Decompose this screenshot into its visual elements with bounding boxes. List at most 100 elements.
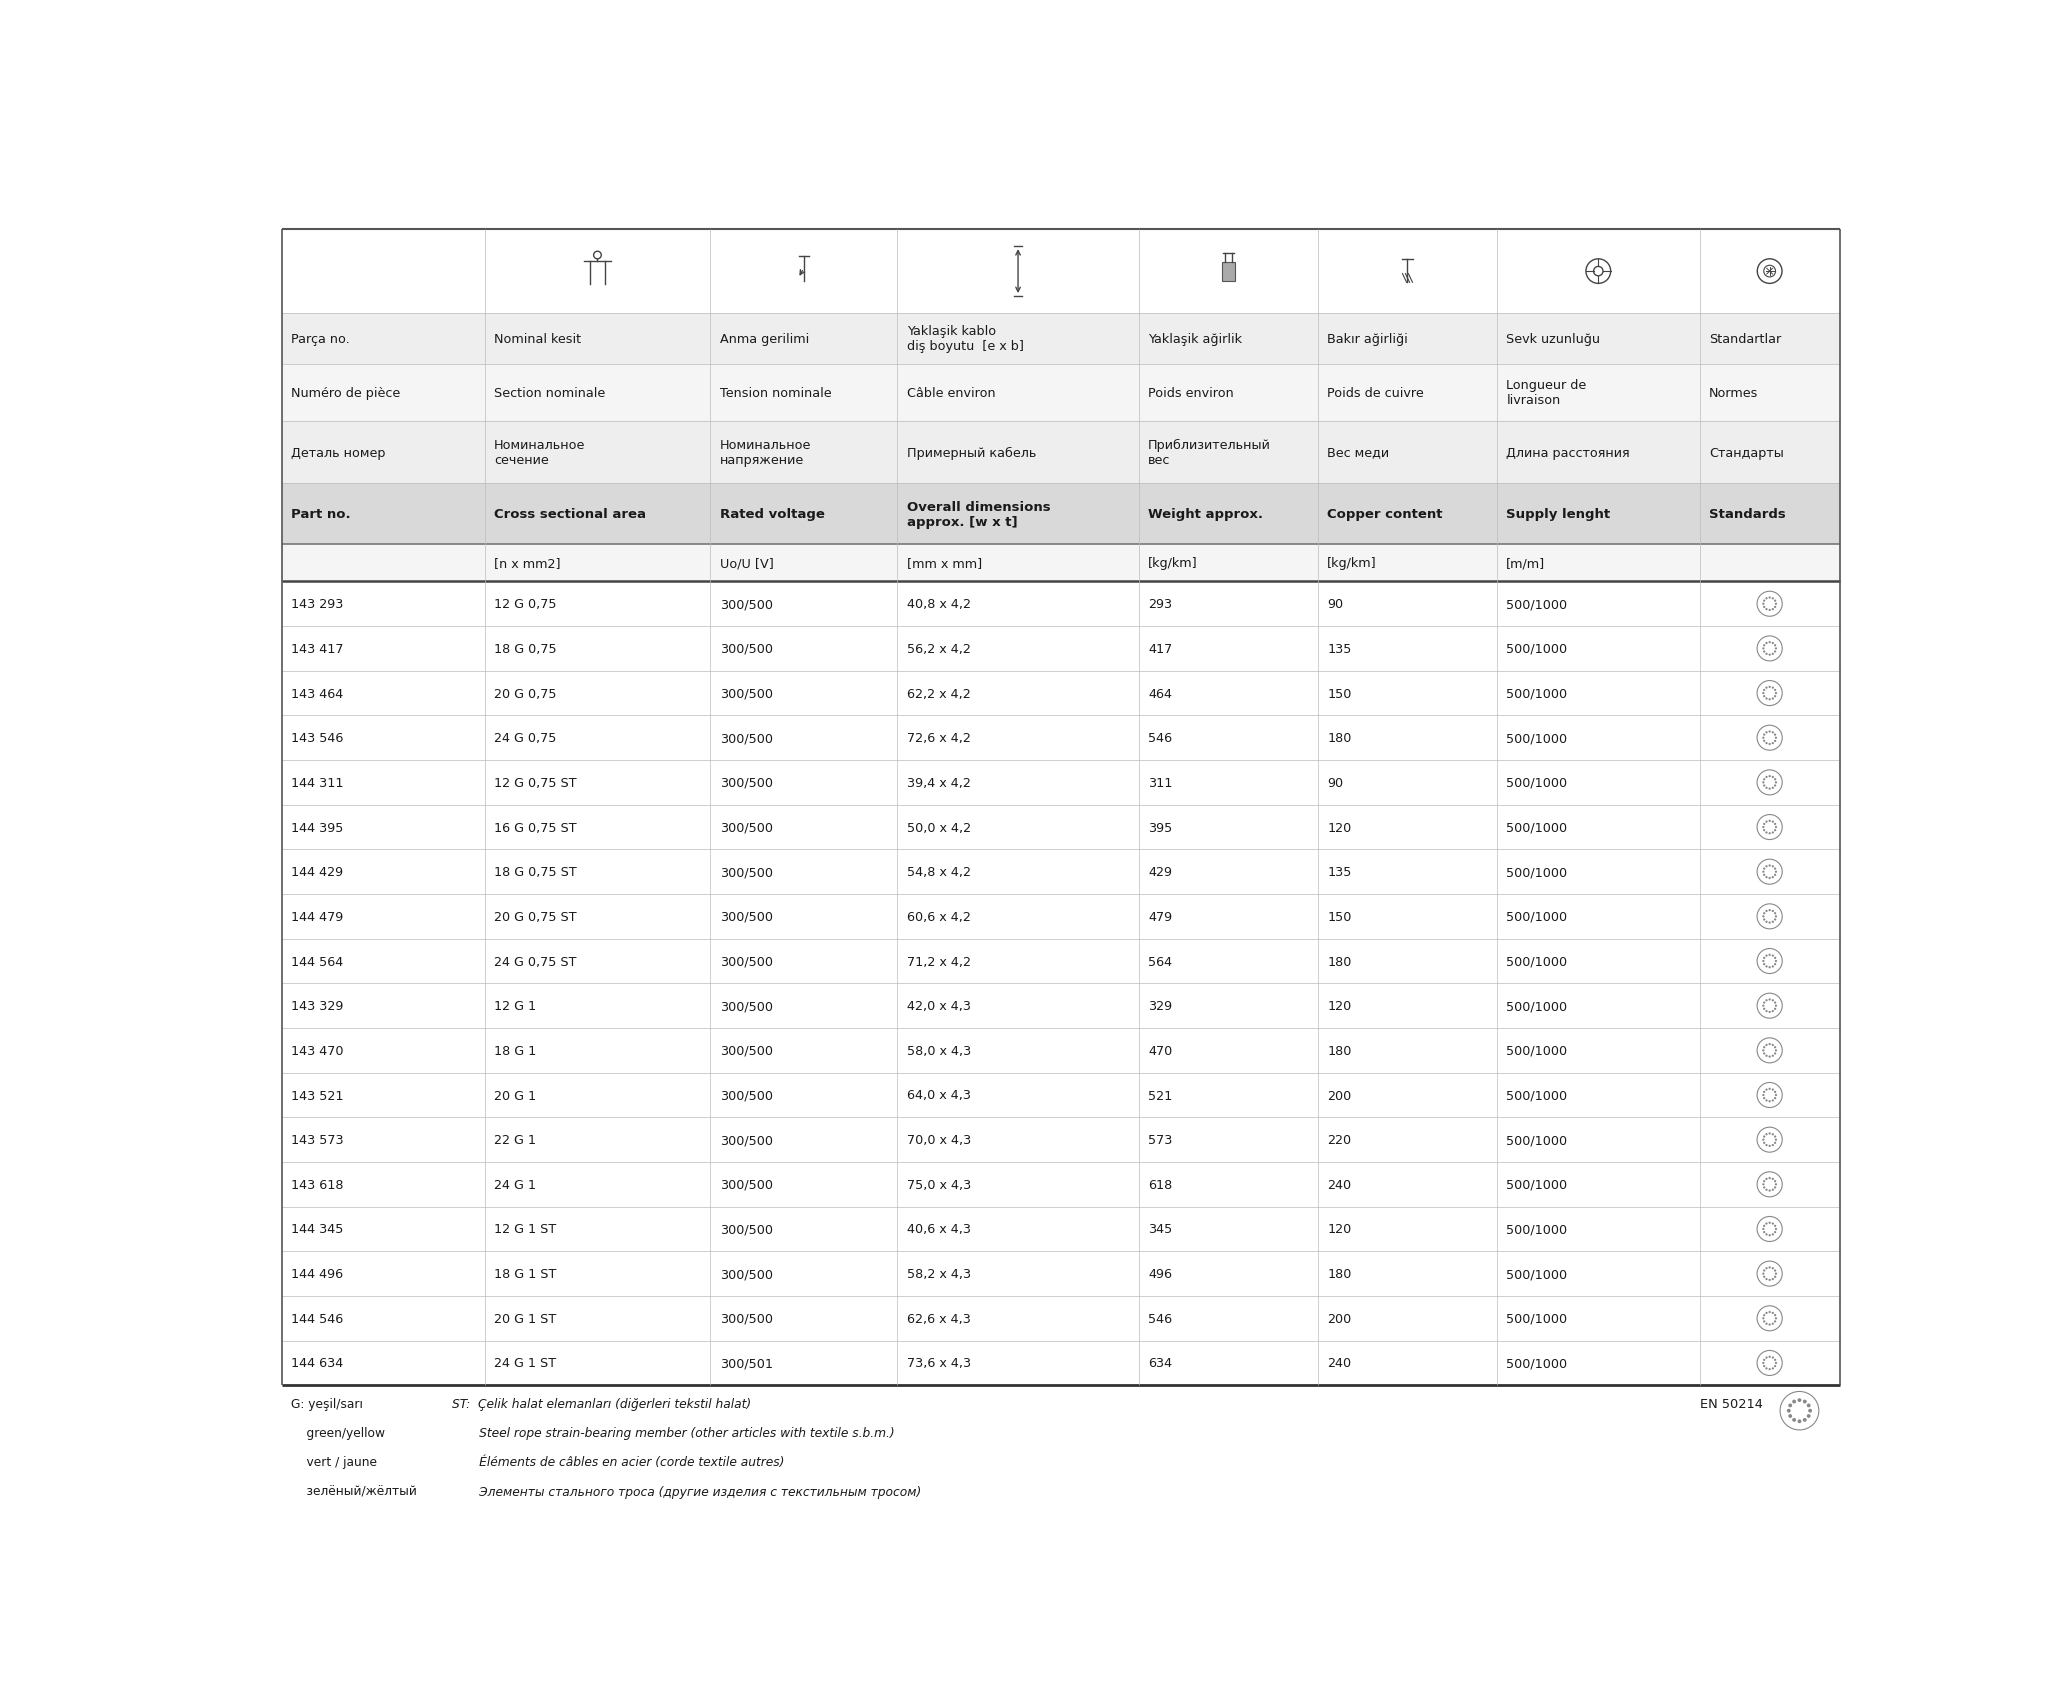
Text: green/yellow: green/yellow: [292, 1426, 385, 1439]
Text: 300/500: 300/500: [720, 1267, 772, 1280]
Bar: [484, 939, 710, 983]
Bar: [1497, 230, 1699, 314]
Circle shape: [1766, 731, 1768, 735]
Bar: [710, 1073, 896, 1118]
Circle shape: [1766, 1223, 1768, 1225]
Circle shape: [1768, 1177, 1770, 1179]
Bar: [1138, 483, 1319, 546]
Circle shape: [1772, 731, 1774, 735]
Text: 143 618: 143 618: [292, 1179, 344, 1191]
Bar: [484, 895, 710, 939]
Circle shape: [1766, 966, 1768, 968]
Bar: [1319, 760, 1497, 806]
Circle shape: [1766, 1044, 1768, 1047]
Bar: [282, 1252, 484, 1295]
Circle shape: [1766, 1089, 1768, 1091]
Text: Вес меди: Вес меди: [1327, 446, 1389, 459]
Circle shape: [1774, 1317, 1776, 1319]
Text: 143 521: 143 521: [292, 1089, 344, 1101]
Circle shape: [1768, 610, 1770, 611]
Text: Poids environ: Poids environ: [1149, 387, 1234, 400]
Circle shape: [1766, 821, 1768, 823]
Text: 293: 293: [1149, 598, 1172, 611]
Bar: [1699, 483, 1840, 546]
Text: 300/500: 300/500: [720, 1179, 772, 1191]
Circle shape: [1766, 654, 1768, 655]
Text: 90: 90: [1327, 777, 1343, 789]
Bar: [1138, 1073, 1319, 1118]
Text: 300/500: 300/500: [720, 687, 772, 701]
Circle shape: [1768, 1324, 1770, 1326]
Circle shape: [1797, 1398, 1801, 1402]
Circle shape: [1774, 1008, 1776, 1010]
Bar: [484, 314, 710, 365]
Text: 143 329: 143 329: [292, 1000, 344, 1013]
Text: 12 G 0,75 ST: 12 G 0,75 ST: [495, 777, 575, 789]
Bar: [1699, 716, 1840, 760]
Bar: [1497, 1252, 1699, 1295]
Bar: [1699, 314, 1840, 365]
Bar: [282, 422, 484, 483]
Circle shape: [1768, 998, 1770, 1002]
Text: [kg/km]: [kg/km]: [1149, 557, 1199, 571]
Text: 300/500: 300/500: [720, 821, 772, 834]
Bar: [1699, 422, 1840, 483]
Text: 496: 496: [1149, 1267, 1172, 1280]
Circle shape: [1774, 1142, 1776, 1143]
Circle shape: [1774, 829, 1776, 831]
Circle shape: [1766, 1279, 1768, 1280]
Text: 345: 345: [1149, 1223, 1172, 1236]
Bar: [1699, 1208, 1840, 1252]
Text: 144 546: 144 546: [292, 1312, 344, 1324]
Text: 300/500: 300/500: [720, 642, 772, 655]
Text: 300/500: 300/500: [720, 1044, 772, 1057]
Text: 135: 135: [1327, 866, 1352, 878]
Text: Overall dimensions
approx. [w x t]: Overall dimensions approx. [w x t]: [907, 500, 1049, 529]
Bar: [1319, 365, 1497, 422]
Bar: [282, 627, 484, 671]
Circle shape: [1772, 1279, 1774, 1280]
Bar: [282, 1295, 484, 1341]
Bar: [1497, 1341, 1699, 1385]
Circle shape: [1803, 1419, 1807, 1422]
Circle shape: [1766, 877, 1768, 878]
Bar: [1699, 850, 1840, 895]
Circle shape: [1762, 1228, 1764, 1230]
Bar: [484, 1118, 710, 1162]
Circle shape: [1766, 687, 1768, 689]
Circle shape: [1774, 650, 1776, 654]
Text: Normes: Normes: [1710, 387, 1757, 400]
Bar: [1497, 1208, 1699, 1252]
Text: 564: 564: [1149, 954, 1172, 968]
Text: [mm x mm]: [mm x mm]: [907, 557, 981, 571]
Circle shape: [1764, 740, 1766, 743]
Text: 144 479: 144 479: [292, 910, 344, 924]
Circle shape: [1768, 1221, 1770, 1225]
Bar: [896, 1208, 1138, 1252]
Circle shape: [1774, 915, 1776, 917]
Text: 135: 135: [1327, 642, 1352, 655]
Circle shape: [1772, 642, 1774, 645]
Text: Longueur de
livraison: Longueur de livraison: [1507, 378, 1586, 407]
Bar: [710, 1118, 896, 1162]
Bar: [1138, 1252, 1319, 1295]
Bar: [896, 850, 1138, 895]
Circle shape: [1768, 877, 1770, 880]
Text: Poids de cuivre: Poids de cuivre: [1327, 387, 1424, 400]
Bar: [282, 983, 484, 1029]
Circle shape: [1788, 1404, 1793, 1407]
Text: G: yeşil/sarı: G: yeşil/sarı: [292, 1397, 362, 1410]
Bar: [1138, 365, 1319, 422]
Bar: [710, 1341, 896, 1385]
Text: Yaklaşik ağirlik: Yaklaşik ağirlik: [1149, 333, 1242, 346]
Text: 500/1000: 500/1000: [1507, 687, 1567, 701]
Bar: [896, 365, 1138, 422]
Bar: [282, 546, 484, 583]
Bar: [1699, 939, 1840, 983]
Text: 143 417: 143 417: [292, 642, 344, 655]
Text: 150: 150: [1327, 687, 1352, 701]
Bar: [896, 671, 1138, 716]
Text: 12 G 0,75: 12 G 0,75: [495, 598, 557, 611]
Bar: [896, 1029, 1138, 1073]
Text: ST:  Çelik halat elemanları (diğerleri tekstil halat): ST: Çelik halat elemanları (diğerleri te…: [453, 1397, 751, 1410]
